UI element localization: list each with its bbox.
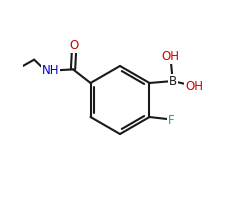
Text: OH: OH: [162, 50, 180, 63]
Text: O: O: [69, 39, 79, 52]
Text: B: B: [169, 75, 177, 88]
Text: NH: NH: [42, 64, 60, 77]
Text: OH: OH: [185, 80, 203, 93]
Text: F: F: [168, 114, 174, 127]
